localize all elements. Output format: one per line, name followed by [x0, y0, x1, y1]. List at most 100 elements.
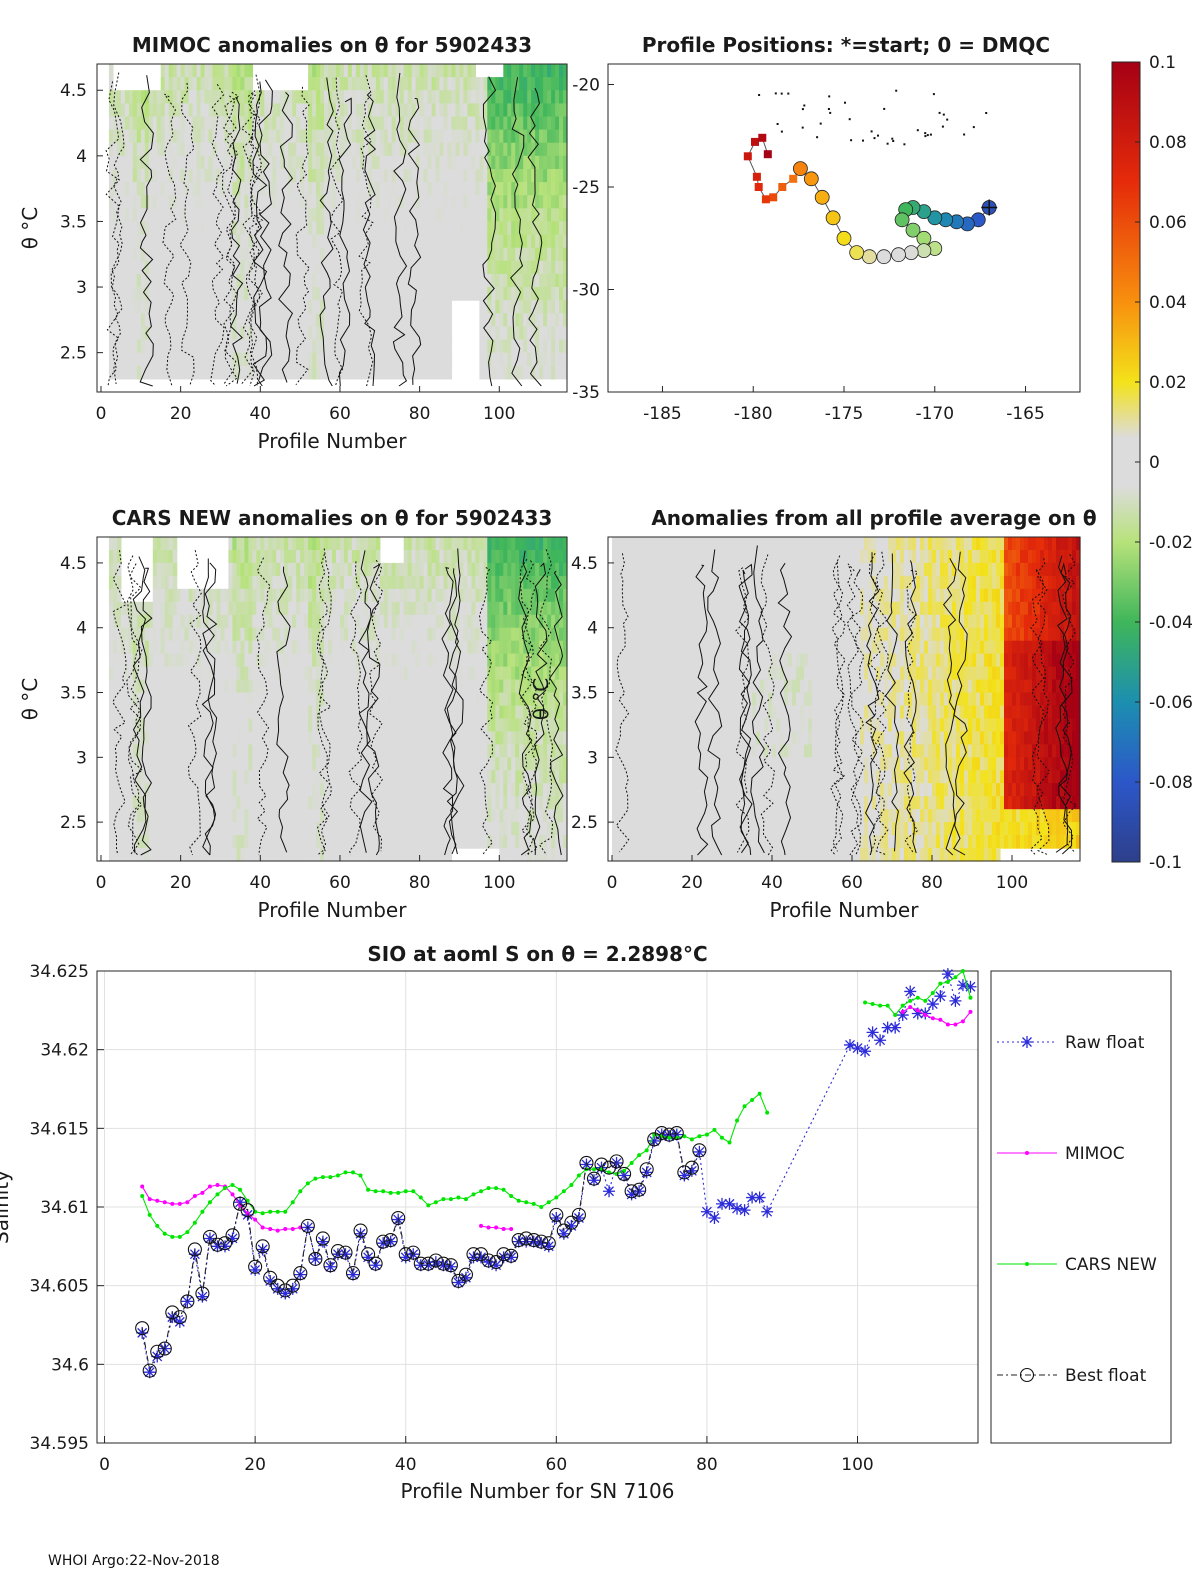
mimoc-cell	[288, 300, 293, 314]
mimoc-cell	[336, 234, 341, 249]
mimoc-cell	[499, 103, 504, 118]
cars-cell	[216, 627, 222, 642]
mimoc-cell	[232, 129, 237, 144]
mimoc-cell	[176, 155, 182, 170]
mimoc-cell	[367, 195, 373, 209]
cars-cell	[108, 666, 114, 681]
mimoc-cell	[316, 247, 321, 262]
mimoc-cell	[316, 169, 321, 183]
cars-cell	[232, 679, 237, 694]
mimoc-cell	[136, 103, 142, 118]
mimoc-cell	[539, 116, 544, 131]
mimoc-cell	[383, 273, 389, 288]
cars-cell	[467, 653, 472, 668]
mimoc-cell	[499, 208, 504, 222]
cars-cell	[176, 783, 182, 797]
mimoc-cell	[467, 287, 472, 301]
cars-cell	[248, 757, 253, 771]
cars-cell	[375, 666, 381, 681]
cars-cell	[459, 562, 465, 577]
cars-cell	[423, 653, 429, 668]
mimoc-cell	[475, 195, 480, 209]
mimoc-cell	[379, 326, 385, 341]
cars-cell	[288, 757, 293, 771]
mimoc-cell	[435, 208, 441, 222]
mimoc-contour	[139, 75, 154, 387]
mimoc-cell	[455, 64, 461, 78]
cars-cell	[280, 770, 285, 784]
mimoc-cell	[499, 352, 504, 367]
cars-cell	[332, 640, 337, 655]
mimoc-cell	[212, 142, 218, 157]
cars-cell	[156, 809, 162, 823]
cars-cell	[343, 537, 349, 551]
mimoc-cell	[308, 90, 313, 104]
mimoc-cell	[483, 142, 488, 157]
mimoc-cell	[220, 339, 226, 354]
cars-cell	[316, 588, 321, 603]
y-tick-label: 2.5	[60, 344, 87, 364]
mimoc-cell	[220, 142, 226, 157]
mimoc-cell	[423, 313, 429, 327]
mimoc-cell	[220, 352, 226, 367]
mimoc-cell	[511, 352, 516, 367]
cars-cell	[292, 705, 297, 720]
mimoc-cell	[383, 129, 389, 144]
mimoc-cell	[200, 103, 206, 118]
cars-cell	[136, 718, 142, 732]
cars-cell	[260, 653, 265, 668]
cars-cell	[160, 575, 166, 590]
mimoc-cell	[495, 182, 500, 196]
mimoc-cell	[363, 90, 369, 104]
mimoc-cell	[168, 313, 174, 327]
mimoc-cell	[463, 64, 468, 78]
cars-cell	[471, 550, 476, 564]
mimoc-cell	[300, 90, 305, 104]
cars-cell	[284, 744, 289, 758]
cars-cell	[232, 653, 237, 668]
cars-cell	[467, 757, 472, 771]
cars-cell	[112, 705, 118, 720]
cars-cell	[487, 770, 492, 784]
mimoc-cell	[563, 90, 568, 104]
cars-cell	[471, 692, 476, 707]
cars-cell	[120, 640, 126, 655]
cars-cell	[212, 640, 218, 655]
cars-cell	[240, 809, 245, 823]
cars-cell	[367, 627, 373, 642]
cars-cell	[224, 666, 230, 681]
mimoc-cell	[168, 287, 174, 301]
mimoc-cell	[435, 287, 441, 301]
mimoc-cell	[280, 247, 285, 262]
mimoc-cell	[547, 273, 552, 288]
mimoc-cell	[539, 313, 544, 327]
mimoc-cell	[136, 287, 142, 301]
cars-cell	[431, 770, 437, 784]
mimoc-cell	[184, 287, 190, 301]
mimoc-cell	[435, 103, 441, 118]
mimoc-cell	[324, 221, 329, 236]
cars-cell	[379, 744, 385, 758]
mimoc-cell	[216, 90, 222, 104]
cars-cell	[367, 783, 373, 797]
cars-cell	[363, 809, 369, 823]
mimoc-cell	[423, 169, 429, 183]
cars-cell	[471, 731, 476, 745]
mimoc-cell	[359, 64, 365, 78]
cars-cell	[363, 783, 369, 797]
mimoc-cell	[539, 273, 544, 288]
cars-cell	[316, 679, 321, 694]
mimoc-cell	[431, 221, 437, 236]
cars-cell	[399, 822, 405, 836]
mimoc-cell	[547, 182, 552, 196]
cars-cell	[308, 848, 313, 862]
mimoc-cell	[407, 339, 413, 354]
cars-cell	[399, 783, 405, 797]
mimoc-cell	[312, 103, 317, 118]
cars-cell	[212, 835, 218, 849]
cars-cell	[168, 550, 174, 564]
cars-cell	[132, 627, 138, 642]
mimoc-cell	[276, 155, 281, 170]
cars-cell	[256, 679, 261, 694]
mimoc-cell	[328, 103, 333, 118]
